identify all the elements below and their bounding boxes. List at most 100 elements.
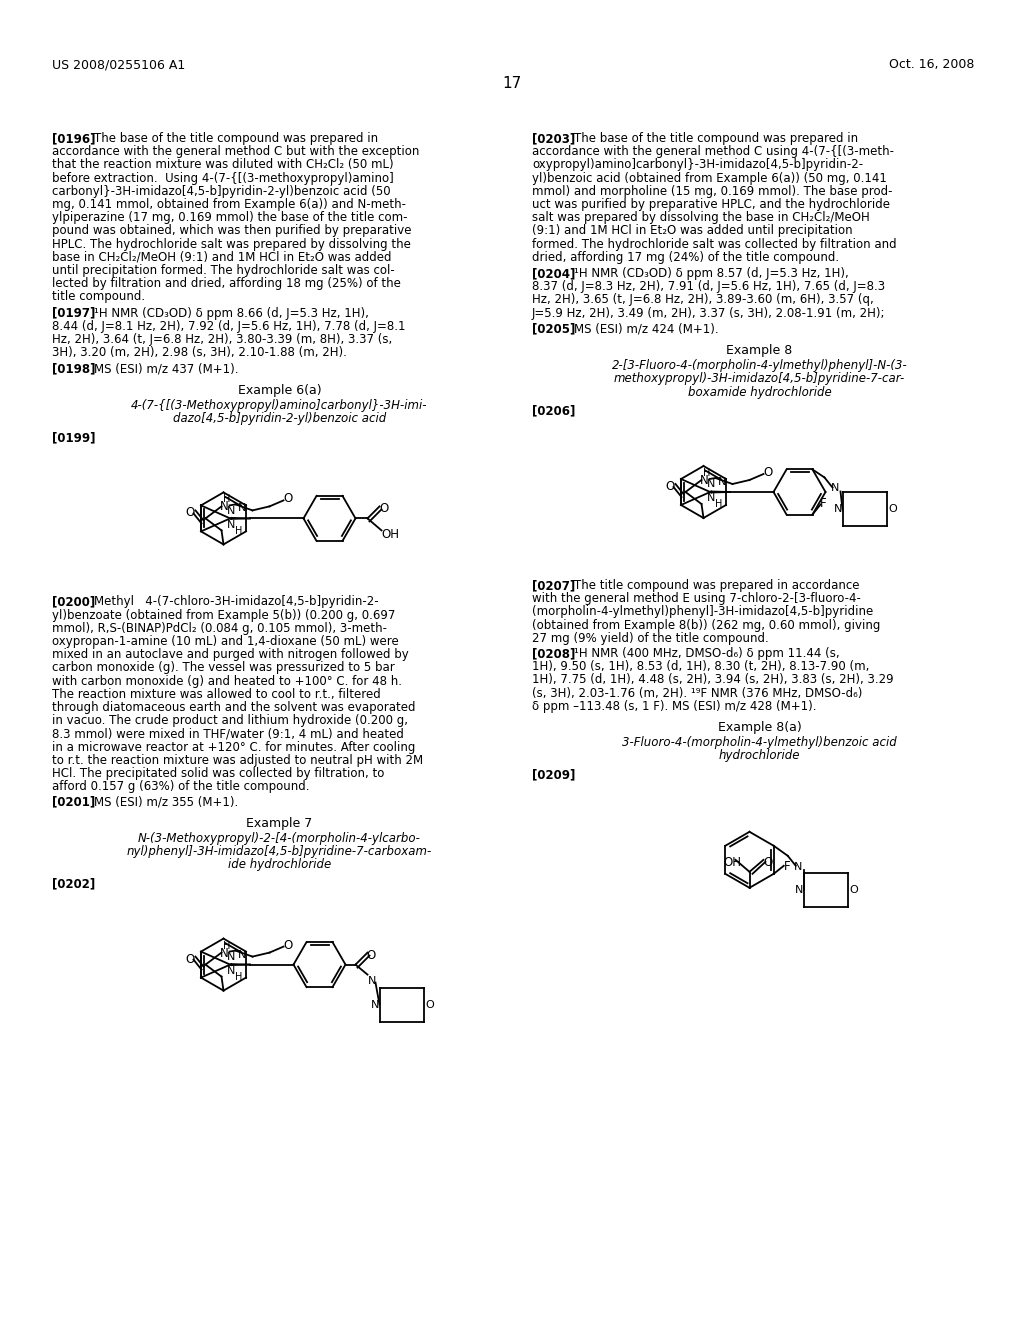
Text: 8.3 mmol) were mixed in THF/water (9:1, 4 mL) and heated: 8.3 mmol) were mixed in THF/water (9:1, … — [52, 727, 403, 741]
Text: [0197]: [0197] — [52, 306, 95, 319]
Text: (s, 3H), 2.03-1.76 (m, 2H). ¹⁹F NMR (376 MHz, DMSO-d₆): (s, 3H), 2.03-1.76 (m, 2H). ¹⁹F NMR (376… — [532, 686, 862, 700]
Text: N: N — [371, 999, 379, 1010]
Text: carbon monoxide (g). The vessel was pressurized to 5 bar: carbon monoxide (g). The vessel was pres… — [52, 661, 394, 675]
Text: salt was prepared by dissolving the base in CH₂Cl₂/MeOH: salt was prepared by dissolving the base… — [532, 211, 869, 224]
Text: pound was obtained, which was then purified by preparative: pound was obtained, which was then purif… — [52, 224, 412, 238]
Text: O: O — [185, 507, 195, 519]
Text: N: N — [368, 975, 376, 986]
Text: to r.t. the reaction mixture was adjusted to neutral pH with 2M: to r.t. the reaction mixture was adjuste… — [52, 754, 423, 767]
Text: afford 0.157 g (63%) of the title compound.: afford 0.157 g (63%) of the title compou… — [52, 780, 309, 793]
Text: N: N — [238, 949, 247, 960]
Text: 3-Fluoro-4-(morpholin-4-ylmethyl)benzoic acid: 3-Fluoro-4-(morpholin-4-ylmethyl)benzoic… — [623, 737, 897, 750]
Text: N: N — [227, 506, 236, 516]
Text: [0199]: [0199] — [52, 432, 95, 445]
Text: [0209]: [0209] — [532, 768, 575, 781]
Text: The base of the title compound was prepared in: The base of the title compound was prepa… — [94, 132, 378, 145]
Text: [0203]: [0203] — [532, 132, 575, 145]
Text: lected by filtration and dried, affording 18 mg (25%) of the: lected by filtration and dried, affordin… — [52, 277, 400, 290]
Text: [0205]: [0205] — [532, 323, 575, 335]
Text: MS (ESI) m/z 437 (M+1).: MS (ESI) m/z 437 (M+1). — [94, 363, 239, 375]
Text: N: N — [219, 500, 228, 513]
Text: [0207]: [0207] — [532, 579, 575, 591]
Text: O: O — [666, 480, 675, 492]
Text: HCl. The precipitated solid was collected by filtration, to: HCl. The precipitated solid was collecte… — [52, 767, 384, 780]
Text: (9:1) and 1M HCl in Et₂O was added until precipitation: (9:1) and 1M HCl in Et₂O was added until… — [532, 224, 853, 238]
Text: accordance with the general method C but with the exception: accordance with the general method C but… — [52, 145, 420, 158]
Text: before extraction.  Using 4-(7-{[(3-methoxypropyl)amino]: before extraction. Using 4-(7-{[(3-metho… — [52, 172, 394, 185]
Text: Example 8(a): Example 8(a) — [718, 721, 802, 734]
Text: Example 7: Example 7 — [247, 817, 312, 829]
Text: H: H — [703, 469, 711, 478]
Text: 4-(7-{[(3-Methoxypropyl)amino]carbonyl}-3H-imi-: 4-(7-{[(3-Methoxypropyl)amino]carbonyl}-… — [131, 399, 428, 412]
Text: US 2008/0255106 A1: US 2008/0255106 A1 — [52, 58, 185, 71]
Text: (morpholin-4-ylmethyl)phenyl]-3H-imidazo[4,5-b]pyridine: (morpholin-4-ylmethyl)phenyl]-3H-imidazo… — [532, 606, 873, 618]
Text: HPLC. The hydrochloride salt was prepared by dissolving the: HPLC. The hydrochloride salt was prepare… — [52, 238, 411, 251]
Text: H: H — [223, 495, 230, 504]
Text: F: F — [819, 496, 826, 510]
Text: ¹H NMR (CD₃OD) δ ppm 8.57 (d, J=5.3 Hz, 1H),: ¹H NMR (CD₃OD) δ ppm 8.57 (d, J=5.3 Hz, … — [574, 267, 849, 280]
Text: O: O — [850, 884, 858, 895]
Text: dazo[4,5-b]pyridin-2-yl)benzoic acid: dazo[4,5-b]pyridin-2-yl)benzoic acid — [173, 412, 386, 425]
Text: H: H — [223, 941, 230, 950]
Text: [0198]: [0198] — [52, 363, 95, 375]
Text: N: N — [219, 946, 228, 960]
Text: 8.37 (d, J=8.3 Hz, 2H), 7.91 (d, J=5.6 Hz, 1H), 7.65 (d, J=8.3: 8.37 (d, J=8.3 Hz, 2H), 7.91 (d, J=5.6 H… — [532, 280, 885, 293]
Text: N-(3-Methoxypropyl)-2-[4-(morpholin-4-ylcarbo-: N-(3-Methoxypropyl)-2-[4-(morpholin-4-yl… — [138, 832, 421, 845]
Text: formed. The hydrochloride salt was collected by filtration and: formed. The hydrochloride salt was colle… — [532, 238, 897, 251]
Text: 2-[3-Fluoro-4-(morpholin-4-ylmethyl)phenyl]-N-(3-: 2-[3-Fluoro-4-(morpholin-4-ylmethyl)phen… — [611, 359, 907, 372]
Text: O: O — [367, 949, 376, 961]
Text: ylpiperazine (17 mg, 0.169 mmol) the base of the title com-: ylpiperazine (17 mg, 0.169 mmol) the bas… — [52, 211, 408, 224]
Text: oxypropan-1-amine (10 mL) and 1,4-dioxane (50 mL) were: oxypropan-1-amine (10 mL) and 1,4-dioxan… — [52, 635, 398, 648]
Text: mixed in an autoclave and purged with nitrogen followed by: mixed in an autoclave and purged with ni… — [52, 648, 409, 661]
Text: O: O — [889, 504, 897, 515]
Text: N: N — [227, 966, 236, 975]
Text: J=5.9 Hz, 2H), 3.49 (m, 2H), 3.37 (s, 3H), 2.08-1.91 (m, 2H);: J=5.9 Hz, 2H), 3.49 (m, 2H), 3.37 (s, 3H… — [532, 306, 886, 319]
Text: until precipitation formed. The hydrochloride salt was col-: until precipitation formed. The hydrochl… — [52, 264, 394, 277]
Text: 17: 17 — [503, 77, 521, 91]
Text: through diatomaceous earth and the solvent was evaporated: through diatomaceous earth and the solve… — [52, 701, 416, 714]
Text: H: H — [236, 525, 243, 536]
Text: Hz, 2H), 3.65 (t, J=6.8 Hz, 2H), 3.89-3.60 (m, 6H), 3.57 (q,: Hz, 2H), 3.65 (t, J=6.8 Hz, 2H), 3.89-3.… — [532, 293, 873, 306]
Text: ¹H NMR (CD₃OD) δ ppm 8.66 (d, J=5.3 Hz, 1H),: ¹H NMR (CD₃OD) δ ppm 8.66 (d, J=5.3 Hz, … — [94, 306, 369, 319]
Text: N: N — [227, 952, 236, 962]
Text: MS (ESI) m/z 424 (M+1).: MS (ESI) m/z 424 (M+1). — [574, 323, 719, 335]
Text: The base of the title compound was prepared in: The base of the title compound was prepa… — [574, 132, 858, 145]
Text: [0200]: [0200] — [52, 595, 95, 609]
Text: O: O — [764, 466, 773, 479]
Text: mmol) and morpholine (15 mg, 0.169 mmol). The base prod-: mmol) and morpholine (15 mg, 0.169 mmol)… — [532, 185, 893, 198]
Text: [0204]: [0204] — [532, 267, 575, 280]
Text: O: O — [284, 939, 293, 952]
Text: N: N — [708, 479, 716, 490]
Text: [0196]: [0196] — [52, 132, 95, 145]
Text: with carbon monoxide (g) and heated to +100° C. for 48 h.: with carbon monoxide (g) and heated to +… — [52, 675, 402, 688]
Text: dried, affording 17 mg (24%) of the title compound.: dried, affording 17 mg (24%) of the titl… — [532, 251, 839, 264]
Text: N: N — [834, 504, 842, 515]
Text: OH: OH — [382, 528, 399, 541]
Text: [0201]: [0201] — [52, 796, 95, 808]
Text: The title compound was prepared in accordance: The title compound was prepared in accor… — [574, 579, 859, 591]
Text: The reaction mixture was allowed to cool to r.t., filtered: The reaction mixture was allowed to cool… — [52, 688, 381, 701]
Text: N: N — [795, 884, 803, 895]
Text: O: O — [185, 953, 195, 966]
Text: O: O — [380, 503, 389, 515]
Text: methoxypropyl)-3H-imidazo[4,5-b]pyridine-7-car-: methoxypropyl)-3H-imidazo[4,5-b]pyridine… — [613, 372, 905, 385]
Text: carbonyl}-3H-imidazo[4,5-b]pyridin-2-yl)benzoic acid (50: carbonyl}-3H-imidazo[4,5-b]pyridin-2-yl)… — [52, 185, 390, 198]
Text: mg, 0.141 mmol, obtained from Example 6(a)) and N-meth-: mg, 0.141 mmol, obtained from Example 6(… — [52, 198, 406, 211]
Text: 8.44 (d, J=8.1 Hz, 2H), 7.92 (d, J=5.6 Hz, 1H), 7.78 (d, J=8.1: 8.44 (d, J=8.1 Hz, 2H), 7.92 (d, J=5.6 H… — [52, 319, 406, 333]
Text: ide hydrochloride: ide hydrochloride — [228, 858, 331, 871]
Text: hydrochloride: hydrochloride — [719, 750, 800, 763]
Text: N: N — [830, 483, 839, 494]
Text: nyl)phenyl]-3H-imidazo[4,5-b]pyridine-7-carboxam-: nyl)phenyl]-3H-imidazo[4,5-b]pyridine-7-… — [127, 845, 432, 858]
Text: in vacuo. The crude product and lithium hydroxide (0.200 g,: in vacuo. The crude product and lithium … — [52, 714, 408, 727]
Text: OH: OH — [724, 855, 741, 869]
Text: 1H), 9.50 (s, 1H), 8.53 (d, 1H), 8.30 (t, 2H), 8.13-7.90 (m,: 1H), 9.50 (s, 1H), 8.53 (d, 1H), 8.30 (t… — [532, 660, 869, 673]
Text: O: O — [426, 999, 434, 1010]
Text: that the reaction mixture was diluted with CH₂Cl₂ (50 mL): that the reaction mixture was diluted wi… — [52, 158, 393, 172]
Text: in a microwave reactor at +120° C. for minutes. After cooling: in a microwave reactor at +120° C. for m… — [52, 741, 416, 754]
Text: boxamide hydrochloride: boxamide hydrochloride — [688, 385, 831, 399]
Text: H: H — [716, 499, 723, 510]
Text: (obtained from Example 8(b)) (262 mg, 0.60 mmol), giving: (obtained from Example 8(b)) (262 mg, 0.… — [532, 619, 881, 631]
Text: Example 6(a): Example 6(a) — [238, 384, 322, 396]
Text: N: N — [238, 503, 247, 513]
Text: Example 8: Example 8 — [726, 345, 793, 356]
